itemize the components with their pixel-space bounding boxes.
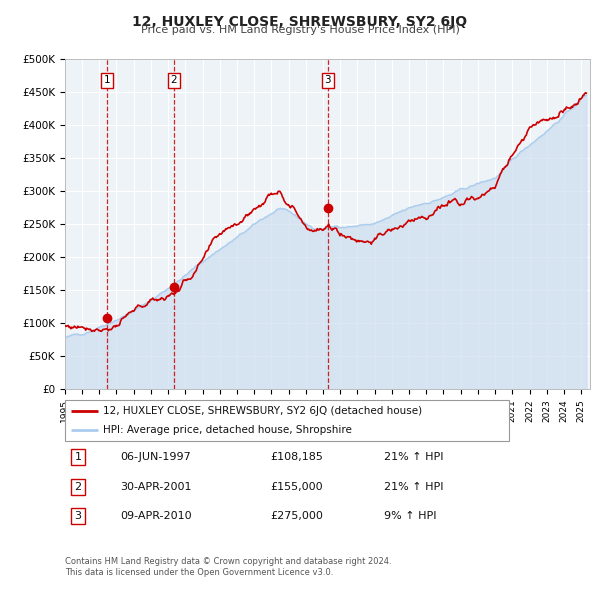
Text: 12, HUXLEY CLOSE, SHREWSBURY, SY2 6JQ: 12, HUXLEY CLOSE, SHREWSBURY, SY2 6JQ — [133, 15, 467, 30]
Text: 12, HUXLEY CLOSE, SHREWSBURY, SY2 6JQ (detached house): 12, HUXLEY CLOSE, SHREWSBURY, SY2 6JQ (d… — [103, 406, 422, 416]
Text: 1: 1 — [74, 453, 82, 462]
Text: 30-APR-2001: 30-APR-2001 — [120, 482, 191, 491]
Text: 3: 3 — [325, 76, 331, 86]
Text: £275,000: £275,000 — [270, 512, 323, 521]
Text: 21% ↑ HPI: 21% ↑ HPI — [384, 453, 443, 462]
Text: Price paid vs. HM Land Registry's House Price Index (HPI): Price paid vs. HM Land Registry's House … — [140, 25, 460, 35]
Text: Contains HM Land Registry data © Crown copyright and database right 2024.: Contains HM Land Registry data © Crown c… — [65, 558, 391, 566]
Text: 3: 3 — [74, 512, 82, 521]
Text: 06-JUN-1997: 06-JUN-1997 — [120, 453, 191, 462]
Text: £108,185: £108,185 — [270, 453, 323, 462]
FancyBboxPatch shape — [65, 400, 509, 441]
Text: HPI: Average price, detached house, Shropshire: HPI: Average price, detached house, Shro… — [103, 425, 352, 435]
Text: 2: 2 — [74, 482, 82, 491]
Text: 9% ↑ HPI: 9% ↑ HPI — [384, 512, 437, 521]
Text: 09-APR-2010: 09-APR-2010 — [120, 512, 191, 521]
Text: 1: 1 — [103, 76, 110, 86]
Text: 21% ↑ HPI: 21% ↑ HPI — [384, 482, 443, 491]
Text: This data is licensed under the Open Government Licence v3.0.: This data is licensed under the Open Gov… — [65, 568, 333, 577]
Text: £155,000: £155,000 — [270, 482, 323, 491]
Text: 2: 2 — [170, 76, 177, 86]
